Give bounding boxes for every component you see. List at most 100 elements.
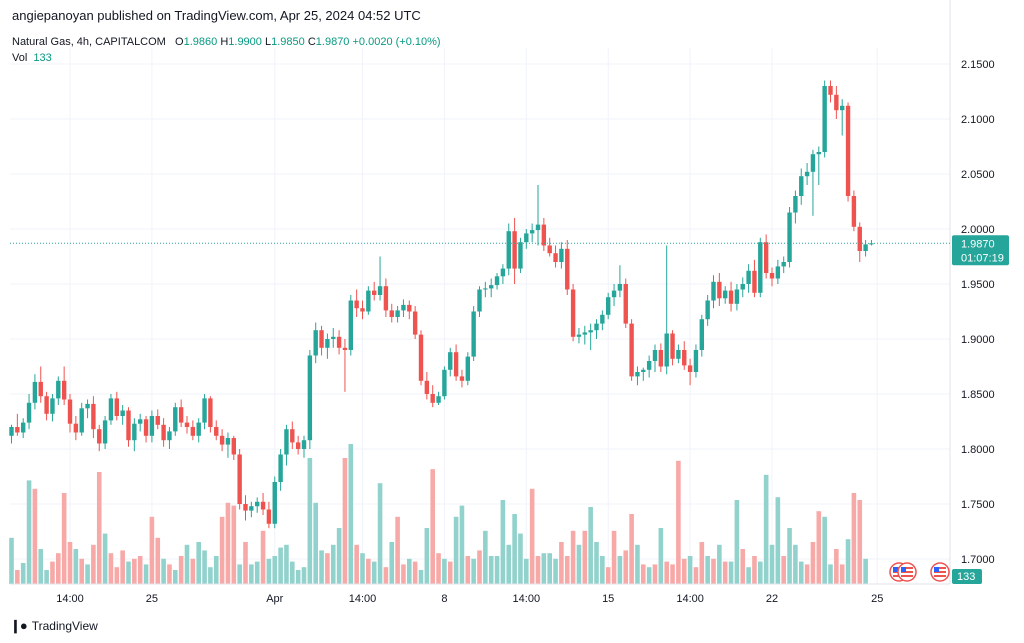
candle-body — [816, 152, 821, 155]
candle — [629, 319, 634, 381]
candle-body — [559, 248, 564, 262]
candle-body — [769, 273, 775, 279]
volume-bar — [699, 542, 705, 584]
volume-bar — [600, 556, 605, 584]
volume-bar — [190, 558, 196, 584]
candle-body — [547, 245, 552, 254]
volume-value: 133 — [33, 52, 52, 64]
candle — [284, 424, 289, 466]
candle — [108, 394, 114, 425]
footer: ❙● TradingView — [10, 618, 98, 634]
candle — [477, 286, 482, 317]
candle-body — [354, 300, 359, 309]
us-flag-icon[interactable] — [897, 562, 917, 582]
candle — [295, 435, 301, 455]
candle-body — [366, 290, 371, 312]
candle — [670, 330, 675, 366]
volume-bar — [313, 502, 318, 584]
candle — [641, 367, 646, 381]
candle — [61, 366, 67, 405]
volume-bar — [816, 511, 822, 584]
candle — [728, 281, 734, 312]
volume-bar — [149, 516, 155, 584]
volume-bar — [740, 549, 746, 584]
volume-bar — [348, 444, 354, 584]
close-label: C — [307, 36, 316, 48]
candle-body — [56, 380, 61, 399]
volume-bar — [96, 472, 102, 584]
candle-body — [834, 94, 839, 111]
candle-body — [629, 323, 634, 377]
candle-body — [424, 380, 430, 394]
volume-bar — [588, 507, 593, 584]
volume-bar — [307, 458, 313, 584]
volume-bar — [237, 564, 242, 584]
volume-bar — [711, 558, 716, 584]
candle-body — [97, 429, 102, 444]
us-flag-icon[interactable] — [930, 562, 950, 582]
candle-body — [869, 243, 874, 245]
candle-body — [781, 262, 786, 267]
candle-body — [553, 253, 558, 262]
candle-body — [676, 350, 681, 359]
candle-body — [202, 398, 207, 423]
volume-bar — [787, 528, 792, 584]
candle-body — [793, 196, 798, 213]
volume-bar — [752, 556, 757, 584]
volume-bar — [623, 550, 629, 584]
volume-bar — [102, 533, 108, 584]
candle — [623, 278, 628, 328]
volume-bar — [178, 556, 184, 584]
volume-bar — [775, 497, 781, 584]
volume-bar — [758, 561, 763, 584]
candle — [50, 394, 55, 422]
volume-bar — [67, 542, 73, 584]
candle-body — [383, 286, 389, 311]
volume-tag-value: 133 — [957, 571, 975, 583]
candle-body — [652, 350, 658, 361]
volume-bar — [810, 542, 816, 584]
volume-bar — [202, 550, 207, 584]
candle — [787, 207, 792, 268]
volume-bar — [371, 561, 377, 584]
volume-bar — [167, 564, 172, 584]
candle — [687, 358, 693, 386]
volume-bar — [9, 537, 14, 584]
candle — [676, 344, 681, 364]
volume-bar — [477, 550, 482, 584]
y-tick-label: 1.9000 — [961, 334, 995, 346]
candle — [178, 399, 184, 427]
y-tick-label: 1.9500 — [961, 279, 995, 291]
candle — [699, 314, 704, 357]
candle — [524, 229, 529, 249]
candle-body — [693, 350, 699, 372]
candle — [301, 435, 307, 458]
candle — [453, 344, 459, 381]
volume-bar — [447, 561, 453, 584]
x-tick-label: 15 — [602, 593, 614, 605]
volume-bar — [108, 553, 114, 584]
candle-body — [290, 429, 295, 443]
volume-bar — [184, 544, 190, 584]
candle-body — [646, 361, 652, 370]
candle-body — [775, 266, 781, 279]
candle — [576, 328, 582, 344]
volume-bar — [781, 556, 786, 584]
volume-bar — [143, 564, 149, 584]
candle-body — [705, 300, 710, 320]
candle-body — [857, 226, 862, 251]
candle — [260, 493, 266, 515]
candle-body — [26, 402, 32, 423]
candle — [190, 420, 196, 441]
candle — [799, 168, 804, 205]
symbol-label[interactable]: Natural Gas, 4h, CAPITALCOM — [12, 36, 166, 48]
candle-body — [395, 310, 400, 317]
volume-bar — [804, 564, 810, 584]
candle-body — [851, 196, 857, 227]
candle — [559, 242, 564, 269]
candle-body — [412, 311, 418, 335]
x-tick-label: 8 — [441, 593, 447, 605]
volume-label[interactable]: Vol — [12, 52, 28, 64]
candlestick-chart[interactable]: 2.1500 2.1000 2.0500 2.0000 1.9500 1.9000 1.85… — [0, 0, 1024, 612]
candle — [412, 306, 418, 339]
